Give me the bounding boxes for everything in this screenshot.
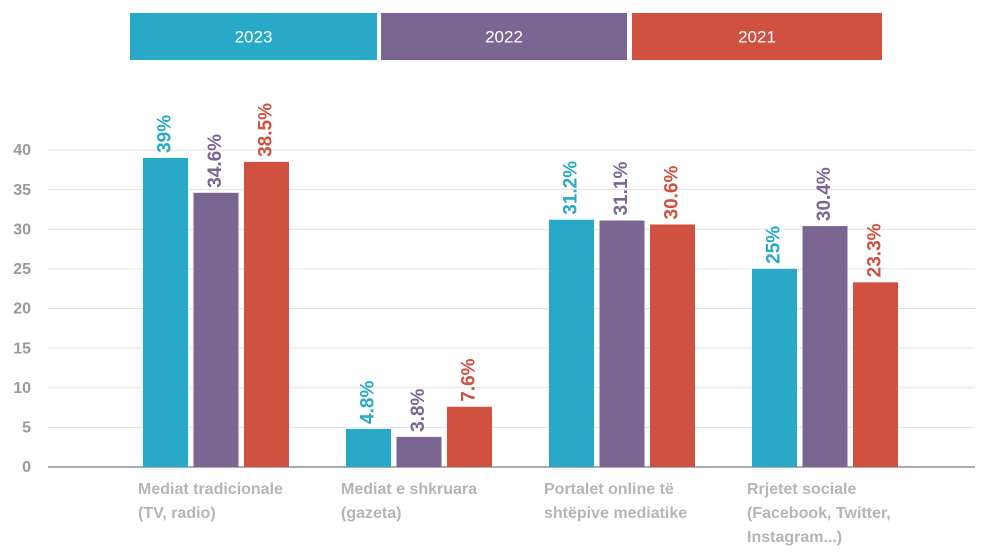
value-label: 31.1% [611, 162, 632, 216]
bar [549, 219, 594, 467]
x-tick-label: Rrjetet sociale [747, 481, 856, 498]
legend-swatch [130, 13, 377, 60]
y-tick-label: 15 [13, 340, 31, 357]
x-tick-label: Instagram...) [747, 529, 842, 546]
y-tick-label: 20 [13, 301, 31, 318]
y-tick-label: 5 [22, 420, 31, 437]
value-label: 31.2% [561, 161, 582, 215]
y-tick-label: 40 [13, 142, 31, 159]
value-label: 3.8% [408, 388, 429, 431]
value-label: 7.6% [459, 358, 480, 401]
bar [802, 226, 848, 467]
value-label: 38.5% [256, 103, 277, 157]
value-label: 4.8% [358, 381, 379, 424]
bar [650, 224, 695, 467]
legend-swatch [381, 13, 627, 60]
value-label: 30.6% [662, 166, 683, 220]
value-label: 25% [764, 226, 785, 264]
x-tick-label: (TV, radio) [138, 505, 216, 522]
y-tick-label: 35 [13, 182, 31, 199]
y-tick-label: 25 [13, 261, 31, 278]
bar [143, 157, 188, 468]
bar [447, 406, 492, 467]
x-tick-label: (gazeta) [341, 505, 401, 522]
y-tick-label: 30 [13, 221, 31, 238]
legend-label: 2023 [235, 27, 273, 46]
y-tick-label: 10 [13, 380, 31, 397]
legend-swatch [632, 13, 882, 60]
bar [752, 268, 797, 467]
y-tick-label: 0 [22, 459, 31, 476]
bar [396, 436, 442, 467]
bar [853, 282, 898, 467]
bar [599, 220, 645, 467]
legend-label: 2022 [485, 27, 523, 46]
value-label: 34.6% [205, 134, 226, 188]
legend-label: 2021 [738, 27, 776, 46]
value-label: 39% [155, 115, 176, 153]
x-tick-label: shtëpive mediatike [544, 505, 687, 522]
bar [193, 192, 239, 468]
bar [346, 428, 391, 467]
value-label: 23.3% [865, 223, 886, 277]
x-tick-label: Portalet online të [544, 481, 674, 498]
value-label: 30.4% [814, 167, 835, 221]
bar [244, 161, 289, 467]
x-tick-label: Mediat tradicionale [138, 481, 283, 498]
x-tick-label: (Facebook, Twitter, [747, 505, 891, 522]
x-tick-label: Mediat e shkruara [341, 481, 477, 498]
